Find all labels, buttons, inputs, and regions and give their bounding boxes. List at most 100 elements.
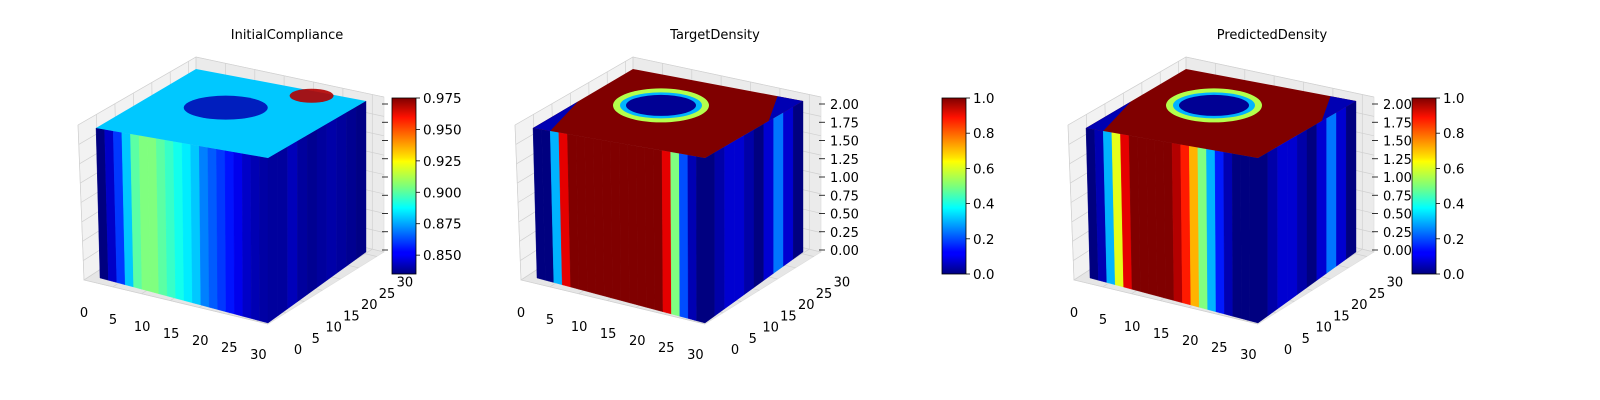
x-axis-ticks: 0 5 10 15 20 25 30 [1070, 306, 1257, 363]
y-tick-label: 25 [1369, 287, 1386, 302]
voxel-column [734, 134, 745, 303]
z-tick-label: 0.50 [830, 208, 859, 223]
z-axis-ticks [382, 103, 388, 251]
voxel-column [267, 151, 278, 324]
colorbar-tick-label: 0.850 [423, 248, 462, 264]
cube [532, 69, 804, 324]
voxel-column [1231, 153, 1242, 319]
voxel-column [753, 123, 764, 288]
top-feature [1086, 101, 1131, 131]
z-tick-label: 0.75 [1383, 189, 1412, 204]
panel-title: InitialCompliance [231, 28, 344, 43]
voxel-column [1316, 117, 1327, 281]
x-tick-label: 10 [134, 320, 151, 335]
z-tick-label: 2.00 [830, 98, 859, 113]
z-tick-label: 0.00 [1383, 244, 1412, 259]
voxel-column [793, 100, 804, 260]
voxel-column [678, 153, 689, 319]
z-tick-label: 1.25 [1383, 153, 1412, 168]
x-tick-label: 15 [600, 327, 617, 342]
voxel-column [250, 154, 260, 322]
z-axis-ticks: 0.00 0.25 0.50 0.75 1.00 1.25 1.50 1.75 2.00 [819, 98, 859, 259]
z-tick-label: 0.00 [830, 244, 859, 259]
colorbar-tick-label: 0.8 [1443, 126, 1464, 142]
voxel-column [326, 117, 337, 281]
x-tick-label: 25 [1211, 341, 1228, 356]
voxel-column [1345, 100, 1357, 260]
y-tick-label: 25 [379, 287, 396, 302]
top-feature [626, 94, 696, 116]
colorbar-ticks: 0.0 0.2 0.4 0.6 0.8 1.0 [966, 91, 994, 283]
y-tick-label: 20 [798, 298, 815, 313]
y-tick-label: 20 [1351, 298, 1368, 313]
voxel-column [1214, 150, 1225, 315]
y-tick-label: 10 [325, 321, 342, 336]
voxel-column [744, 129, 755, 295]
panel-target-density: TargetDensity 0 5 10 15 20 25 30 051015202530 … [514, 28, 994, 363]
y-tick-label: 25 [816, 287, 833, 302]
y-tick-label: 15 [343, 309, 360, 324]
colorbar-tick-label: 0.0 [1443, 267, 1464, 283]
y-tick-label: 30 [834, 276, 851, 291]
colorbar-tick-label: 0.4 [1443, 197, 1464, 213]
colorbar-tick-label: 0.900 [423, 185, 462, 201]
y-tick-label: 15 [780, 309, 797, 324]
colorbar-tick-label: 0.6 [1443, 161, 1464, 177]
voxel-column [1188, 145, 1200, 308]
colorbar-tick-label: 0.8 [973, 126, 994, 142]
voxel-column [287, 140, 298, 310]
top-feature [533, 101, 578, 131]
voxel-column [207, 147, 218, 310]
cube [1085, 69, 1357, 324]
z-tick-label: 1.50 [830, 135, 859, 150]
y-tick-label: 30 [397, 276, 414, 291]
x-tick-label: 20 [1182, 334, 1199, 349]
voxel-column [1206, 148, 1217, 313]
x-axis-ticks: 0 5 10 15 20 25 30 [517, 306, 704, 363]
z-tick-label: 1.25 [830, 153, 859, 168]
voxel-column [1267, 146, 1278, 317]
z-tick-label: 0.75 [830, 189, 859, 204]
voxel-column [259, 156, 269, 324]
x-tick-label: 25 [658, 341, 675, 356]
y-tick-label: 10 [1315, 321, 1332, 336]
panel-title: TargetDensity [669, 28, 760, 43]
voxel-column [704, 151, 715, 324]
x-tick-label: 10 [571, 320, 588, 335]
colorbar-gradient [391, 97, 417, 275]
x-tick-label: 20 [629, 334, 646, 349]
top-feature [183, 95, 268, 120]
z-tick-label: 1.00 [830, 171, 859, 186]
voxel-column [783, 106, 794, 267]
colorbar-tick-label: 0.2 [1443, 232, 1464, 248]
voxel-column [233, 151, 244, 317]
voxel-column [336, 112, 347, 274]
top-feature [768, 96, 803, 121]
voxel-column [773, 112, 784, 274]
voxel-column [661, 150, 672, 315]
x-tick-label: 5 [546, 313, 554, 328]
colorbar: 0.0 0.2 0.4 0.6 0.8 1.0 [941, 91, 994, 283]
colorbar-tick-label: 0.950 [423, 122, 462, 138]
y-tick-label: 20 [361, 298, 378, 313]
x-tick-label: 5 [109, 313, 117, 328]
x-tick-label: 15 [1153, 327, 1170, 342]
voxel-column [1306, 123, 1318, 288]
y-tick-label: 30 [1387, 276, 1404, 291]
x-tick-label: 25 [221, 341, 238, 356]
voxel-column [216, 148, 227, 313]
colorbar-tick-label: 1.0 [973, 91, 994, 107]
colorbar-tick-label: 0.0 [973, 267, 994, 283]
voxel-column [687, 154, 697, 322]
colorbar-tick-label: 0.2 [973, 232, 994, 248]
x-axis-ticks: 0 5 10 15 20 25 30 [80, 306, 267, 363]
voxel-column [1277, 140, 1288, 310]
top-feature [1321, 96, 1356, 121]
colorbar-tick-label: 0.975 [423, 91, 462, 107]
panel-predicted-density: PredictedDensity 0 5 10 15 20 25 30 0510152025… [1067, 28, 1464, 363]
voxel-column [635, 145, 647, 308]
voxel-column [316, 123, 327, 288]
x-tick-label: 30 [1240, 348, 1257, 363]
